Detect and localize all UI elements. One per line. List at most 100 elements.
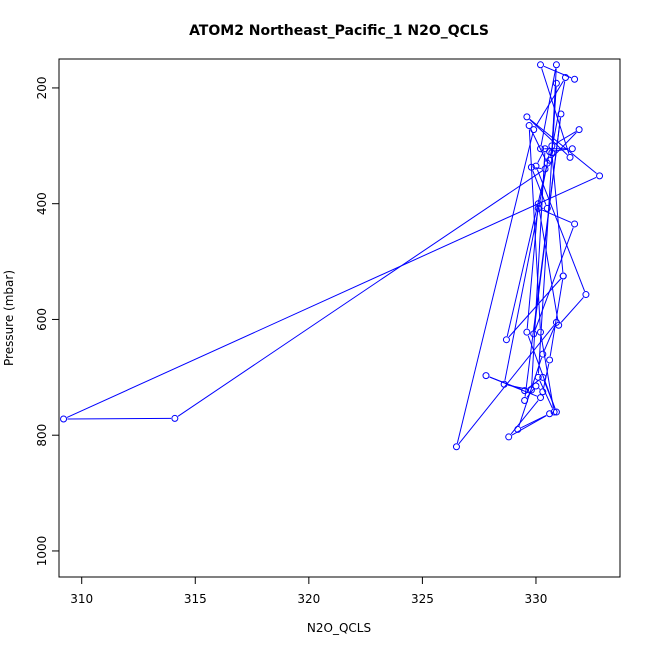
x-axis-label: N2O_QCLS xyxy=(307,621,371,635)
y-tick-label: 600 xyxy=(35,308,49,331)
y-tick-label: 1000 xyxy=(35,536,49,567)
data-point xyxy=(552,408,560,416)
series-line-segment xyxy=(526,207,539,329)
data-point xyxy=(543,204,551,212)
data-point xyxy=(566,153,574,161)
data-point xyxy=(532,382,540,390)
data-point xyxy=(525,122,533,130)
series-line-segment xyxy=(551,132,577,158)
data-point xyxy=(548,142,556,150)
data-point xyxy=(534,204,542,212)
data-point xyxy=(548,149,556,157)
series-line-segment xyxy=(530,128,547,160)
data-point xyxy=(546,356,554,364)
data-point xyxy=(502,336,510,344)
series-line-segment xyxy=(560,297,584,323)
series-line-segment xyxy=(507,384,528,390)
series-line-segment xyxy=(537,151,544,163)
series-line-segment xyxy=(540,68,557,146)
series-line-segment xyxy=(66,177,597,418)
series-line-segment xyxy=(551,68,557,149)
data-point xyxy=(541,165,549,173)
data-point xyxy=(500,380,508,388)
series-line-segment xyxy=(531,152,546,387)
data-point xyxy=(539,373,547,381)
data-point xyxy=(505,433,513,441)
x-tick-label: 315 xyxy=(184,592,207,606)
data-point xyxy=(539,350,547,358)
data-point xyxy=(523,113,531,121)
y-tick-label: 400 xyxy=(35,192,49,215)
series-line-segment xyxy=(553,148,569,152)
data-point xyxy=(561,74,569,82)
plot-frame xyxy=(58,58,621,578)
series-line-segment xyxy=(506,166,547,337)
data-point xyxy=(552,61,560,69)
data-point xyxy=(514,425,522,433)
axes: 310 315 320 325 330 200 400 600 800 1000 xyxy=(35,76,547,606)
series-line-segment xyxy=(551,156,564,273)
series-line-segment xyxy=(456,133,534,444)
series-line-segment xyxy=(541,68,570,154)
data-point xyxy=(596,172,604,180)
series-line-segment xyxy=(540,335,554,409)
data-point xyxy=(555,321,563,329)
series-line-segment xyxy=(543,325,556,351)
x-tick-label: 330 xyxy=(525,592,548,606)
series-line-segment xyxy=(538,388,541,390)
series-line-segment xyxy=(67,417,172,420)
data-point xyxy=(568,145,576,153)
series-line-segment xyxy=(536,169,586,292)
data-point xyxy=(530,330,538,338)
data-point xyxy=(530,126,538,134)
series-line-segment xyxy=(535,80,564,127)
data-point xyxy=(537,394,545,402)
data-point xyxy=(571,220,579,228)
data-point xyxy=(539,388,547,396)
chart-title: ATOM2 Northeast_Pacific_1 N2O_QCLS xyxy=(189,23,489,39)
x-tick-label: 325 xyxy=(411,592,434,606)
data-point xyxy=(552,79,560,87)
data-point xyxy=(171,414,179,422)
series-line-segment xyxy=(458,324,555,445)
data-point xyxy=(521,396,529,404)
data-point xyxy=(534,373,542,381)
series-line-segment xyxy=(539,380,554,409)
data-point xyxy=(452,443,460,451)
data-point xyxy=(534,200,542,208)
series-line-segment xyxy=(177,170,543,417)
data-point xyxy=(582,291,590,299)
data-point xyxy=(571,75,579,83)
data-point xyxy=(550,408,558,416)
data-point xyxy=(546,410,554,418)
x-tick-label: 310 xyxy=(70,592,93,606)
data-point xyxy=(527,386,535,394)
data-point xyxy=(557,110,565,118)
y-axis-label: Pressure (mbar) xyxy=(2,270,16,366)
series-line-segment xyxy=(532,170,547,205)
x-tick-label: 320 xyxy=(297,592,320,606)
series-line-segment xyxy=(524,117,561,397)
data-point xyxy=(521,387,529,395)
series-line-segment xyxy=(543,65,572,79)
series-line-segment xyxy=(538,207,559,322)
data-point xyxy=(559,272,567,280)
series-line-segment xyxy=(518,357,543,426)
series-line-segment xyxy=(527,335,556,409)
data-point xyxy=(60,415,68,423)
data-point xyxy=(482,372,490,380)
y-tick-label: 200 xyxy=(35,76,49,99)
data-point xyxy=(527,163,535,171)
data-point xyxy=(575,126,583,134)
series-line-segment xyxy=(543,363,550,389)
series-line-segment xyxy=(554,131,577,145)
series-line-segment xyxy=(510,400,539,435)
data-point xyxy=(537,145,545,153)
data-point xyxy=(537,328,545,336)
series-line-segment xyxy=(511,415,547,436)
data-layer xyxy=(60,61,604,451)
data-point xyxy=(546,156,554,164)
data-point xyxy=(523,328,531,336)
data-point xyxy=(537,61,545,69)
